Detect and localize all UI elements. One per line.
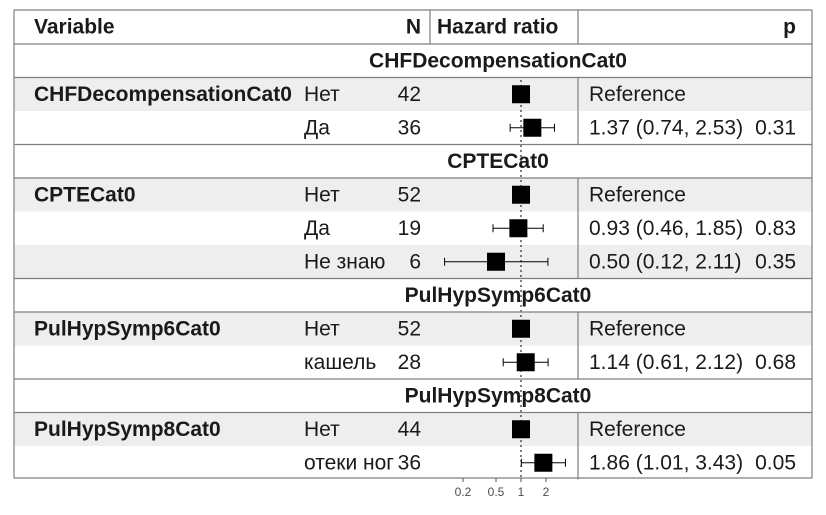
- header-variable: Variable: [34, 16, 115, 39]
- header-hazard-ratio: Hazard ratio: [437, 16, 558, 39]
- row-level: Нет: [304, 83, 340, 106]
- row-level: Нет: [304, 418, 340, 441]
- row-stripe: [14, 178, 812, 212]
- row-level: Нет: [304, 183, 340, 206]
- header-p: p: [783, 16, 796, 39]
- block-title: CPTECat0: [447, 150, 549, 173]
- point-estimate: [509, 219, 528, 238]
- row-estimate-text: Reference: [589, 183, 686, 206]
- row-n: 52: [398, 183, 421, 206]
- row-n: 28: [398, 351, 421, 374]
- row-n: 44: [398, 418, 422, 441]
- row-estimate-text: Reference: [589, 317, 686, 340]
- row-level: Не знаю: [304, 250, 385, 273]
- row-n: 52: [398, 317, 421, 340]
- point-estimate: [512, 319, 530, 338]
- row-estimate-text: Reference: [589, 83, 686, 106]
- row-variable: CPTECat0: [34, 183, 136, 206]
- block-title: CHFDecompensationCat0: [369, 49, 627, 72]
- row-n: 19: [398, 217, 421, 240]
- row-n: 6: [409, 250, 421, 273]
- row-variable: CHFDecompensationCat0: [34, 83, 292, 106]
- row-level: отеки ног: [304, 451, 394, 474]
- point-estimate: [487, 252, 506, 271]
- axis-tick-label: 2: [543, 485, 550, 499]
- point-estimate: [512, 185, 530, 204]
- axis-tick-label: 0.2: [455, 485, 472, 499]
- row-p-value: 0.68: [755, 351, 796, 374]
- axis-tick-label: 1: [518, 485, 525, 499]
- header-n: N: [406, 16, 421, 39]
- row-variable: PulHypSymp6Cat0: [34, 317, 221, 340]
- point-estimate: [512, 420, 530, 439]
- row-estimate-text: Reference: [589, 418, 686, 441]
- point-estimate: [512, 85, 530, 104]
- row-stripe: [14, 77, 812, 111]
- block-title: PulHypSymp6Cat0: [405, 284, 592, 307]
- point-estimate: [534, 453, 553, 472]
- row-n: 36: [398, 451, 421, 474]
- axis-tick-label: 0.5: [488, 485, 505, 499]
- row-level: Нет: [304, 317, 340, 340]
- row-stripe: [14, 245, 812, 279]
- row-p-value: 0.31: [755, 116, 796, 139]
- row-level: Да: [304, 217, 330, 240]
- row-level: Да: [304, 116, 330, 139]
- point-estimate: [523, 118, 542, 137]
- row-estimate-text: 0.93 (0.46, 1.85): [589, 217, 743, 240]
- row-estimate-text: 1.86 (1.01, 3.43): [589, 451, 743, 474]
- row-level: кашель: [304, 351, 376, 374]
- row-n: 42: [398, 83, 421, 106]
- row-stripe: [14, 312, 812, 346]
- row-p-value: 0.83: [755, 217, 796, 240]
- row-n: 36: [398, 116, 421, 139]
- row-estimate-text: 1.14 (0.61, 2.12): [589, 351, 743, 374]
- row-estimate-text: 1.37 (0.74, 2.53): [589, 116, 743, 139]
- row-stripe: [14, 412, 812, 446]
- row-p-value: 0.35: [755, 250, 796, 273]
- row-p-value: 0.05: [755, 451, 796, 474]
- block-title: PulHypSymp8Cat0: [405, 384, 592, 407]
- row-variable: PulHypSymp8Cat0: [34, 418, 221, 441]
- point-estimate: [516, 353, 535, 372]
- row-estimate-text: 0.50 (0.12, 2.11): [589, 250, 742, 273]
